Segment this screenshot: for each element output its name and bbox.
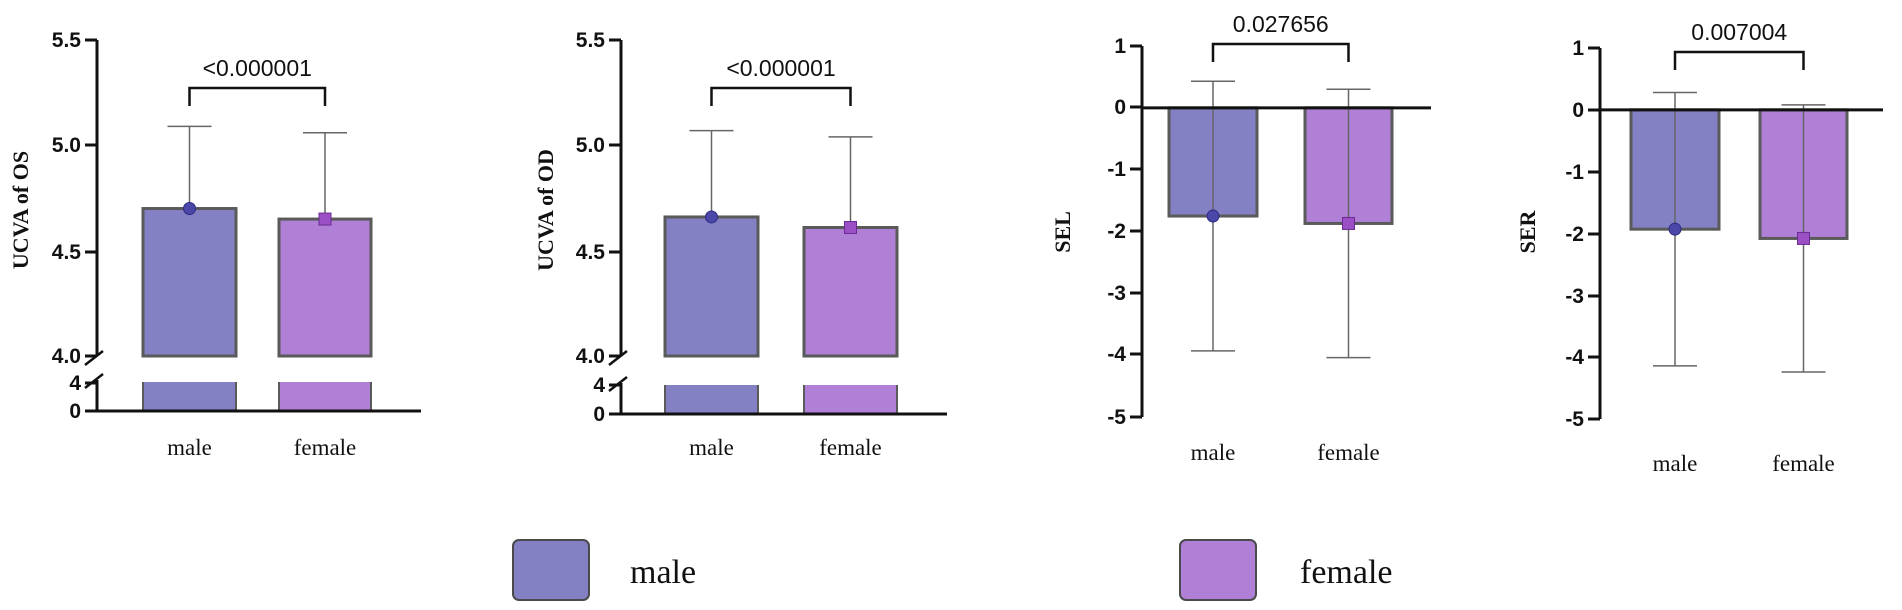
significance-bracket xyxy=(188,86,327,106)
y-axis-label: UCVA of OS xyxy=(8,151,33,269)
chart-panel-4: male female -5 -4 -3 -2 -1 0 1 SER 0.007004 xyxy=(1515,19,1883,476)
bar-male xyxy=(141,207,238,358)
x-tick-label-female: female xyxy=(1772,451,1835,476)
x-tick-label-male: male xyxy=(167,435,212,460)
y-tick-label: -5 xyxy=(1107,406,1126,429)
y-tick-label: 5.5 xyxy=(576,29,606,52)
mean-marker-male xyxy=(1668,222,1682,236)
mean-marker-male xyxy=(183,202,196,216)
y-axis-label: SER xyxy=(1515,209,1540,253)
axis-break-mark xyxy=(84,350,104,366)
y-tick-label: 4.0 xyxy=(52,345,81,368)
y-tick-label: -2 xyxy=(1565,223,1584,246)
legend-swatch-female xyxy=(1179,539,1257,601)
legend-swatch-male xyxy=(512,539,590,601)
x-tick-label-male: male xyxy=(689,435,734,460)
mean-marker-male xyxy=(1206,209,1220,223)
bar-male-lower xyxy=(665,385,758,414)
bar-male xyxy=(663,215,760,358)
chart-panel-1: male female 4.0 4.5 5.0 5.5 0 4 UCVA of OS <0.000… xyxy=(8,29,421,460)
p-value-label: 0.007004 xyxy=(1691,19,1787,45)
y-tick-label: 5.5 xyxy=(52,29,82,52)
y-tick-label: 4.5 xyxy=(52,241,82,264)
x-tick-label-female: female xyxy=(819,435,882,460)
y-tick-label: -3 xyxy=(1107,282,1126,305)
x-tick-label-male: male xyxy=(1653,451,1698,476)
y-tick-label: -1 xyxy=(1565,161,1584,184)
y-tick-label: -3 xyxy=(1565,285,1584,308)
y-tick-label: 4 xyxy=(593,374,605,397)
chart-panel-2: male female 4.0 4.5 5.0 5.5 0 4 UCVA of OD <0.000… xyxy=(533,29,947,460)
significance-bracket xyxy=(1211,42,1350,62)
bar-female xyxy=(802,225,899,358)
bar-female-lower xyxy=(804,385,897,414)
mean-marker-female xyxy=(1342,216,1355,230)
significance-bracket xyxy=(1673,50,1805,70)
y-tick-label: 1 xyxy=(1114,35,1126,58)
y-axis-label: UCVA of OD xyxy=(533,149,558,271)
bar-female-lower xyxy=(279,382,371,411)
y-tick-label: 0 xyxy=(1114,96,1126,119)
y-tick-label: 4.0 xyxy=(576,345,605,368)
mean-marker-female xyxy=(1797,231,1810,245)
y-tick-label: 0 xyxy=(69,400,81,423)
y-tick-label: 4.5 xyxy=(576,241,606,264)
mean-marker-male xyxy=(705,210,718,224)
axis-break-mark xyxy=(608,350,628,366)
legend: male female xyxy=(512,539,1393,601)
legend-label-female: female xyxy=(1300,554,1393,591)
y-tick-label: -4 xyxy=(1107,343,1126,366)
x-tick-label-female: female xyxy=(1317,440,1380,465)
mean-marker-female xyxy=(844,220,857,234)
y-tick-label: -1 xyxy=(1107,158,1126,181)
significance-bracket xyxy=(710,86,852,106)
mean-marker-female xyxy=(318,212,332,226)
y-tick-label: -5 xyxy=(1565,408,1584,431)
bar-female xyxy=(277,217,373,358)
y-tick-label: -4 xyxy=(1565,346,1584,369)
y-tick-label: 5.0 xyxy=(52,134,81,157)
y-tick-label: 1 xyxy=(1572,37,1584,60)
axis-break-mark xyxy=(84,373,104,389)
y-tick-label: 0 xyxy=(1572,99,1584,122)
p-value-label: 0.027656 xyxy=(1233,11,1329,37)
y-axis-label: SEL xyxy=(1050,211,1075,253)
bar-male-lower xyxy=(143,382,236,411)
y-tick-label: 4 xyxy=(69,372,81,395)
chart-panels: male female 4.0 4.5 5.0 5.5 0 4 UCVA of OS <0.000… xyxy=(8,11,1883,476)
legend-label-male: male xyxy=(630,554,696,591)
x-tick-label-female: female xyxy=(294,435,357,460)
y-tick-label: -2 xyxy=(1107,220,1126,243)
chart-panel-3: male female -5 -4 -3 -2 -1 0 1 SEL 0.027656 xyxy=(1050,11,1431,465)
y-tick-label: 0 xyxy=(593,403,605,426)
p-value-label: <0.000001 xyxy=(203,55,312,81)
p-value-label: <0.000001 xyxy=(726,55,835,81)
x-tick-label-male: male xyxy=(1191,440,1236,465)
y-tick-label: 5.0 xyxy=(576,134,605,157)
